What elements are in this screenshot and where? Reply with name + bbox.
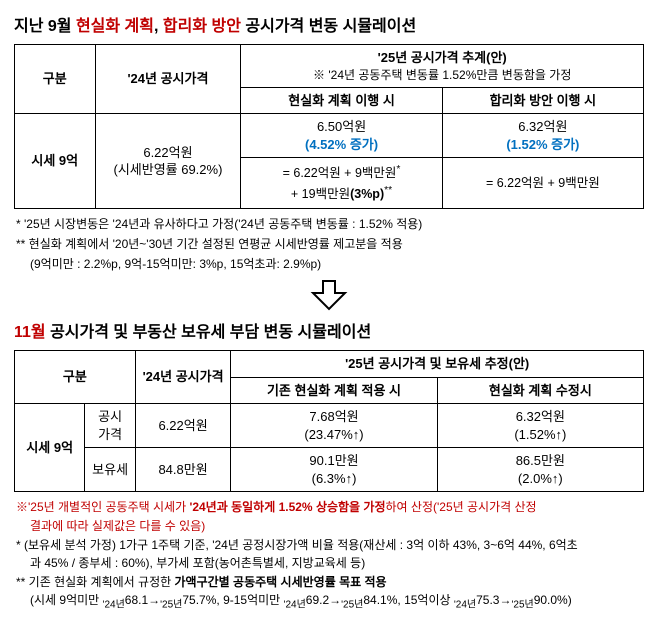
ss2: '25년 [160, 600, 182, 611]
footnotes-2: ※'25년 개별적인 공동주택 시세가 '24년과 동일하게 1.52% 상승함… [14, 498, 644, 613]
fn2-2b: 과 45% / 종부세 : 60%), 부가세 포함(농어촌특별세, 지방교육세… [16, 554, 642, 573]
t2-rest: 공시가격 및 부동산 보유세 부담 변동 시뮬레이션 [46, 324, 372, 341]
t2-revised-gongsi: 6.32억원 (1.52%↑) [437, 404, 643, 448]
fn2-3a: ** 기존 현실화 계획에서 규정한 가액구간별 공동주택 시세반영률 목표 적… [16, 573, 642, 592]
fn1-2: ** 현실화 계획에서 '20년~'30년 기간 설정된 연평균 시세반영률 제… [16, 235, 642, 253]
t2-rv-g-pct: (1.52%↑) [514, 427, 566, 442]
t1-suffix: 공시가격 변동 시뮬레이션 [241, 18, 416, 35]
t2-rv-g-val: 6.32억원 [516, 409, 565, 424]
t2-existing-gongsi: 7.68억원 (23.47%↑) [231, 404, 437, 448]
t1-plan-top: 6.50억원 (4.52% 증가) [241, 114, 442, 158]
t2-h-y24: '24년 공시가격 [135, 351, 231, 404]
t1-plan-val: 6.50억원 [317, 119, 366, 134]
fn2-1-pre: ※'25년 개별적인 공동주택 시세가 [16, 500, 189, 514]
t1-rational-val: 6.32억원 [518, 119, 567, 134]
ss4: '25년 [341, 600, 363, 611]
t2-ex-g-pct: (23.47%↑) [304, 427, 363, 442]
fn2-1-red: '24년과 동일하게 1.52% 상승함을 가정 [189, 500, 385, 514]
ss6: '25년 [511, 600, 533, 611]
t1-h-y24: '24년 공시가격 [95, 45, 241, 114]
t2-y24-gongsi: 6.22억원 [135, 404, 231, 448]
t2-sub-boyu: 보유세 [85, 448, 135, 492]
t1-y24-v1: 6.22억원 [143, 145, 192, 160]
t1-prefix: 지난 9월 [14, 18, 76, 35]
table-september: 구분 '24년 공시가격 '25년 공시가격 추계(안) ※ '24년 공동주택… [14, 44, 644, 209]
t1-mid: , [154, 18, 163, 35]
fn2-1b: 결과에 따라 실제값은 다를 수 있음) [16, 517, 642, 536]
t2-ex-g-val: 7.68억원 [309, 409, 358, 424]
table-row: 시세 9억 공시 가격 6.22억원 7.68억원 (23.47%↑) 6.32… [15, 404, 644, 448]
fn2-3b-pre: (시세 9억미만 [30, 593, 103, 607]
t1-plan-sup1: * [396, 164, 400, 175]
ss3: '24년 [284, 600, 306, 611]
t2-y24-boyu: 84.8만원 [135, 448, 231, 492]
footnotes-1: * '25년 시장변동은 '24년과 유사하다고 가정('24년 공동주택 변동… [14, 215, 644, 273]
t1-plan-sup2: ** [384, 185, 392, 196]
fn2-1: ※'25년 개별적인 공동주택 시세가 '24년과 동일하게 1.52% 상승함… [16, 498, 642, 517]
fn2-3a-bold: 가액구간별 공동주택 시세반영률 목표 적용 [175, 575, 387, 589]
t1-rational-top: 6.32억원 (1.52% 증가) [442, 114, 643, 158]
t1-plan-calc2a: + 19백만원 [291, 187, 350, 201]
t2-h-gubun: 구분 [15, 351, 136, 404]
t1-h-plan: 현실화 계획 이행 시 [241, 87, 442, 114]
t1-rowlabel: 시세 9억 [15, 114, 96, 209]
t2-rv-b-pct: (2.0%↑) [518, 471, 563, 486]
table-row: 시세 9억 6.22억원 (시세반영률 69.2%) 6.50억원 (4.52%… [15, 114, 644, 158]
t1-h-y25-note: ※ '24년 공동주택 변동률 1.52%만큼 변동함을 가정 [241, 67, 644, 88]
t1-rational-calc: = 6.22억원 + 9백만원 [442, 158, 643, 209]
t1-h-gubun: 구분 [15, 45, 96, 114]
t2-h-y25: '25년 공시가격 및 보유세 추정(안) [231, 351, 644, 378]
fn2-3a-pre: ** 기존 현실화 계획에서 규정한 [16, 575, 175, 589]
table-row: 보유세 84.8만원 90.1만원 (6.3%↑) 86.5만원 (2.0%↑) [15, 448, 644, 492]
fn2-1-post: 하여 산정('25년 공시가격 산정 [386, 500, 537, 514]
t2-h-revised: 현실화 계획 수정시 [437, 377, 643, 404]
table-november: 구분 '24년 공시가격 '25년 공시가격 및 보유세 추정(안) 기존 현실… [14, 350, 644, 492]
t2-existing-boyu: 90.1만원 (6.3%↑) [231, 448, 437, 492]
fn1-1: * '25년 시장변동은 '24년과 유사하다고 가정('24년 공동주택 변동… [16, 215, 642, 233]
t2-h-existing: 기존 현실화 계획 적용 시 [231, 377, 437, 404]
section1-title: 지난 9월 현실화 계획, 합리화 방안 공시가격 변동 시뮬레이션 [14, 12, 644, 36]
t2-revised-boyu: 86.5만원 (2.0%↑) [437, 448, 643, 492]
t2-ex-b-val: 90.1만원 [309, 453, 358, 468]
t2-red: 11월 [14, 324, 46, 341]
ss5: '24년 [454, 600, 476, 611]
t2-rowlabel: 시세 9억 [15, 404, 85, 492]
t2-ex-b-pct: (6.3%↑) [312, 471, 357, 486]
t2-sub-gongsi: 공시 가격 [85, 404, 135, 448]
t1-plan-change: (4.52% 증가) [305, 137, 378, 152]
down-arrow-icon [14, 279, 644, 314]
t1-rational-change: (1.52% 증가) [506, 137, 579, 152]
t1-y24-v2: (시세반영률 69.2%) [113, 162, 222, 177]
t1-y24: 6.22억원 (시세반영률 69.2%) [95, 114, 241, 209]
t1-red2: 합리화 방안 [163, 18, 241, 35]
fn2-2a: * (보유세 분석 가정) 1가구 1주택 기준, '24년 공정시장가액 비율… [16, 536, 642, 555]
t1-plan-calc: = 6.22억원 + 9백만원* + 19백만원(3%p)** [241, 158, 442, 209]
t1-h-rational: 합리화 방안 이행 시 [442, 87, 643, 114]
t1-plan-calc2b: (3%p) [350, 187, 384, 201]
t1-red1: 현실화 계획 [76, 18, 154, 35]
t1-h-y25: '25년 공시가격 추계(안) [241, 45, 644, 67]
fn2-3b: (시세 9억미만 '24년68.1→'25년75.7%, 9-15억미만 '24… [16, 591, 642, 613]
section2-title: 11월 공시가격 및 부동산 보유세 부담 변동 시뮬레이션 [14, 318, 644, 342]
fn1-2b: (9억미만 : 2.2%p, 9억-15억미만: 3%p, 15억초과: 2.9… [16, 255, 642, 273]
t2-rv-b-val: 86.5만원 [516, 453, 565, 468]
ss1: '24년 [103, 600, 125, 611]
t1-plan-calc1: = 6.22억원 + 9백만원 [283, 167, 397, 181]
